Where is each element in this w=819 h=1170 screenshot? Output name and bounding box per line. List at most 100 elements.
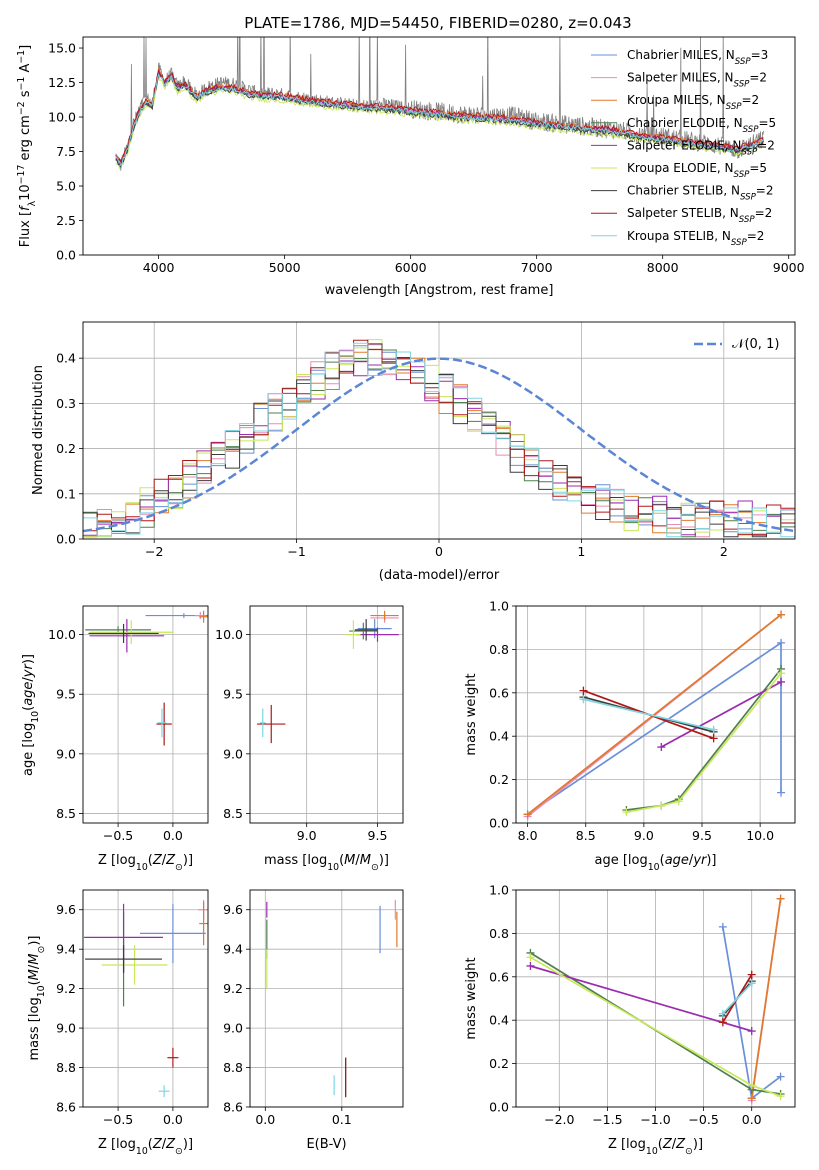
x-tick-label: −1.0 [640,1112,670,1127]
y-tick-label: 8.8 [56,1060,76,1075]
x-tick-label: −1 [287,544,305,559]
x-axis-label: (data-model)/error [379,568,500,583]
y-tick-label: 9.0 [56,1021,76,1036]
y-tick-label: 9.0 [223,1021,243,1036]
mass-weight-marker [776,1092,785,1101]
x-tick-label: 1 [577,544,585,559]
plot-area-residuals [83,339,795,538]
mass-weight-marker [657,743,666,752]
residual-histogram [83,342,795,538]
x-tick-label: 7000 [521,260,553,275]
x-tick-label: −2 [145,544,163,559]
mass-weight-marker [579,695,588,704]
y-tick-label: 10.0 [48,627,76,642]
axes-spectrum: 4000 5000 6000 7000 8000 9000 0.0 2.5 5.0 7.5 10.0… [16,36,805,298]
axes-frame [249,605,404,824]
y-tick-label: 12.5 [48,75,76,90]
x-tick-label: 9000 [773,260,805,275]
y-tick-label: 0.0 [56,248,76,263]
mass-weight-line [530,965,752,1032]
plot-area-weight_vs_Z [526,894,785,1105]
legend-entry: Chabrier MILES, NSSP=3 [627,48,768,67]
axes-frame [249,889,404,1108]
mass-weight-marker [718,1009,727,1018]
y-tick-label: 0.6 [489,685,509,700]
y-tick-label: 0.2 [489,1056,509,1071]
mass-weight-marker [718,1018,727,1027]
y-tick-label: 9.2 [56,981,76,996]
y-tick-label: 15.0 [48,41,76,56]
mass-weight-marker [777,638,786,647]
legend-entry: Kroupa STELIB, NSSP=2 [627,229,764,248]
mass-weight-line [722,982,753,1015]
y-tick-label: 1.0 [489,883,509,898]
y-tick-label: 0.8 [489,926,509,941]
x-tick-label: 8.0 [518,828,538,843]
plot-area-spectrum [115,37,764,171]
axes-age_vs_mass: 9.0 9.5 8.5 9.0 9.5 10.0 mass [log10(M/M⊙)] [215,605,404,873]
mass-weight-line [583,698,714,731]
y-tick-label: 0.4 [489,729,509,744]
figure-title: PLATE=1786, MJD=54450, FIBERID=0280, z=0… [244,14,631,32]
y-tick-label: 0.2 [489,772,509,787]
y-tick-label: 0.8 [489,642,509,657]
axes-frame [82,889,209,1108]
mass-weight-marker [777,669,786,678]
mass-weight-line [660,681,782,748]
residual-histogram [83,339,795,535]
x-axis-label: wavelength [Angstrom, rest frame] [325,283,554,298]
y-tick-label: 0.6 [489,969,509,984]
x-tick-label: 8000 [647,260,679,275]
y-tick-label: 8.5 [223,806,243,821]
axes-frame [82,36,796,256]
plot-area-mass_vs_ebv [266,899,398,1098]
mass-weight-line [626,672,782,813]
y-tick-label: 8.5 [56,806,76,821]
y-tick-label: 8.6 [223,1100,243,1115]
y-tick-label: 8.6 [56,1100,76,1115]
x-axis-label: Z [log10(Z/Z⊙)] [98,853,193,873]
x-axis-label: E(B-V) [306,1137,346,1152]
x-tick-label: 9.0 [297,828,317,843]
x-tick-label: 0 [435,544,443,559]
plot-area-weight_vs_age [523,610,786,821]
y-tick-label: 9.6 [223,902,243,917]
y-axis-label: age [log10(age/yr)] [21,654,41,776]
x-axis-label: age [log10(age/yr)] [594,853,716,873]
mass-weight-marker [579,686,588,695]
mass-weight-marker [747,1081,756,1090]
x-tick-label: 9.5 [368,828,388,843]
y-tick-label: 9.0 [56,746,76,761]
x-tick-label: 0.0 [163,828,183,843]
legend-entry: Chabrier STELIB, NSSP=2 [627,184,774,203]
y-axis-label: mass weight [464,957,479,1039]
residual-legend: 𝒩(0, 1) [694,337,779,352]
legend-entry: Salpeter ELODIE, NSSP=2 [627,138,775,157]
axes-mass_vs_ebv: 0.0 0.1 8.6 8.8 9.0 9.2 9.4 9.6 E(B-V) [223,889,404,1152]
mass-weight-marker [777,677,786,686]
y-tick-label: 9.0 [223,746,243,761]
x-tick-label: 4000 [143,260,175,275]
y-axis-label: Normed distribution [31,365,46,495]
y-axis-label: mass weight [464,673,479,755]
y-tick-label: 0.4 [489,1013,509,1028]
axes-mass_vs_Z: −0.5 0.0 8.6 8.8 9.0 9.2 9.4 9.6 Z [log10(Z/Z⊙)]… [27,889,209,1157]
mass-weight-marker [674,797,683,806]
y-tick-label: 9.4 [56,942,76,957]
x-tick-label: 5000 [269,260,301,275]
mass-weight-line [750,898,782,1099]
legend-entry: Kroupa ELODIE, NSSP=5 [627,161,767,180]
legend-entry: Salpeter STELIB, NSSP=2 [627,206,772,225]
x-axis-label: Z [log10(Z/Z⊙)] [608,1137,703,1157]
x-tick-label: 9.0 [634,828,654,843]
mass-weight-marker [709,734,718,743]
x-tick-label: −0.5 [688,1112,718,1127]
mass-weight-marker [776,894,785,903]
y-axis-label: Flux [fλ10−17 erg cm−2 s−1 A−1] [16,45,38,247]
mass-weight-marker [776,1072,785,1081]
y-tick-label: 0.0 [489,1100,509,1115]
axes-frame [82,321,796,540]
x-tick-label: −2.0 [544,1112,574,1127]
x-tick-label: −0.5 [103,1112,133,1127]
y-tick-label: 1.0 [489,599,509,614]
